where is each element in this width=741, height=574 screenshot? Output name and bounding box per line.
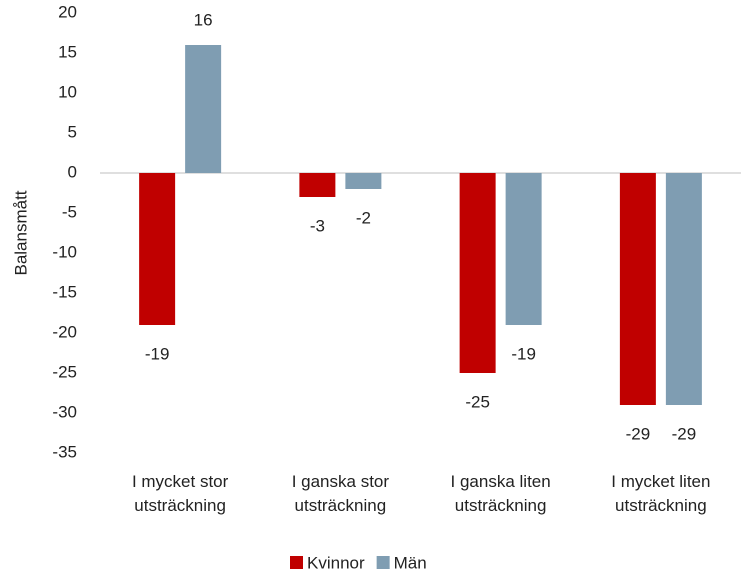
y-tick-label: -5 — [62, 202, 77, 221]
y-tick-label: -35 — [52, 442, 77, 461]
data-label: -29 — [626, 424, 651, 443]
bar — [665, 173, 702, 405]
x-tick-label: I ganska stor utsträckning — [291, 472, 390, 515]
data-label: -19 — [145, 344, 170, 363]
y-tick-label: -30 — [52, 402, 77, 421]
y-tick-label: 20 — [58, 2, 77, 21]
bar — [619, 173, 656, 405]
bar — [185, 45, 222, 173]
data-label: 16 — [194, 10, 213, 29]
bar — [345, 173, 382, 189]
data-label: -2 — [356, 208, 371, 227]
x-tick-label: I mycket stor utsträckning — [131, 472, 229, 515]
y-tick-label: 15 — [58, 42, 77, 61]
legend-swatch — [290, 556, 303, 569]
y-tick-label: -20 — [52, 322, 77, 341]
bar — [459, 173, 496, 373]
data-label: -29 — [672, 424, 697, 443]
legend-label: Män — [394, 553, 427, 572]
data-label: -25 — [465, 392, 490, 411]
data-label: -3 — [310, 216, 325, 235]
x-tick-label: I mycket liten utsträckning — [611, 472, 711, 515]
y-axis-label: Balansmått — [11, 190, 30, 275]
bar — [505, 173, 542, 325]
y-tick-label: 10 — [58, 82, 77, 101]
legend-label: Kvinnor — [307, 553, 365, 572]
y-tick-label: -10 — [52, 242, 77, 261]
x-tick-label: I ganska liten utsträckning — [450, 472, 551, 515]
y-tick-label: 0 — [68, 162, 77, 181]
legend-swatch — [376, 556, 390, 569]
y-tick-label: 5 — [68, 122, 77, 141]
y-tick-label: -15 — [52, 282, 77, 301]
y-tick-label: -25 — [52, 362, 77, 381]
bar — [299, 173, 336, 197]
bar — [139, 173, 176, 325]
data-label: -19 — [511, 344, 536, 363]
